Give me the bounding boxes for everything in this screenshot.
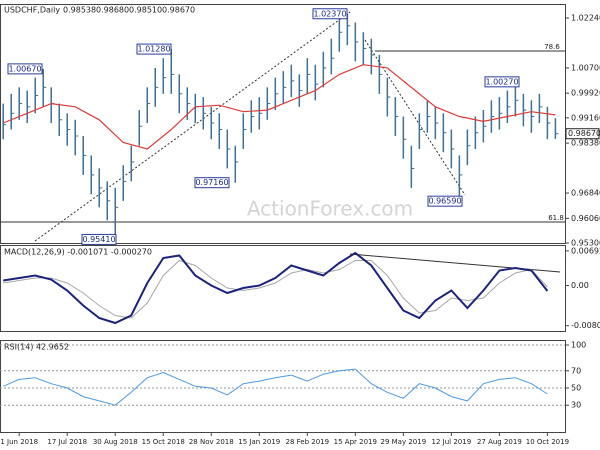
annotation-label: 1.00670	[8, 64, 41, 73]
price-panel	[0, 4, 566, 244]
macd-title: MACD(12,26,9) -0.001071 -0.000270	[4, 248, 152, 257]
symbol: USDCHF,Daily	[4, 6, 60, 15]
ohlc-high: 0.98680	[96, 6, 129, 15]
rsi-title: RSI(14) 42.9652	[4, 343, 69, 352]
ohlc-close: 0.98670	[162, 6, 195, 15]
x-tick-label: 12 Jul 2019	[432, 438, 472, 446]
y-tick-label: 0.00	[571, 281, 589, 290]
x-tick-label: 1 Jun 2018	[0, 438, 38, 446]
annotation: 1.00670	[7, 63, 43, 75]
annotation: 0.97160	[194, 177, 230, 189]
annotation: 1.02370	[312, 8, 348, 20]
last-price-label: 0.98670	[568, 129, 600, 138]
x-tick-label: 28 Nov 2018	[189, 438, 234, 446]
annotation-label: 1.01280	[137, 45, 170, 54]
trend-line	[34, 11, 351, 242]
watermark: ActionForex.com	[247, 197, 413, 221]
annotation-box	[484, 76, 520, 88]
y-tick-label: 50	[571, 384, 581, 393]
y-tick-label: 0.95300	[571, 239, 600, 248]
indicator-line	[3, 251, 549, 325]
indicator-line	[3, 259, 548, 319]
ohlc-open: 0.98538	[63, 6, 96, 15]
y-tick-label: 70	[571, 366, 581, 375]
trend-line	[364, 39, 466, 196]
rsi-panel	[0, 340, 566, 433]
x-tick-label: 28 Feb 2019	[286, 438, 330, 446]
annotation-label: 0.96590	[428, 197, 461, 206]
y-tick-label: 1.02240	[571, 13, 600, 22]
annotation: 1.01280	[136, 43, 172, 55]
y-tick-label: 0.006927	[571, 246, 600, 255]
annotation-box	[194, 177, 230, 189]
x-tick-label: 15 Jan 2019	[238, 438, 280, 446]
x-tick-label: 10 Oct 2019	[526, 438, 569, 446]
x-tick-label: 15 Oct 2018	[142, 438, 185, 446]
last-price-box	[565, 128, 600, 140]
annotation-label: 1.02370	[313, 9, 346, 18]
annotation: 1.00270	[484, 76, 520, 88]
annotation-box	[7, 63, 43, 75]
y-tick-label: 30	[571, 401, 581, 410]
x-tick-label: 15 Apr 2019	[334, 438, 377, 446]
x-tick-label: 27 Aug 2019	[477, 438, 522, 446]
fib-label: 61.8	[548, 214, 564, 222]
y-tick-label: 100	[571, 341, 586, 350]
annotation: 0.95410	[81, 233, 117, 245]
annotation: 0.96590	[427, 195, 463, 207]
annotation-label: 1.00270	[485, 77, 518, 86]
x-tick-label: 17 Jul 2018	[47, 438, 87, 446]
x-tick-label: 30 Aug 2018	[93, 438, 138, 446]
annotation-label: 0.95410	[82, 235, 115, 244]
indicator-line	[3, 368, 548, 406]
annotation-box	[427, 195, 463, 207]
annotation-box	[136, 43, 172, 55]
macd-panel	[0, 245, 566, 332]
x-tick-label: 29 May 2019	[381, 438, 427, 446]
y-tick-label: -0.008049	[571, 321, 600, 330]
annotation-label: 0.97160	[195, 178, 228, 187]
fib-label: 78.6	[544, 43, 560, 51]
ohlc-low: 0.98510	[129, 6, 162, 15]
moving-average	[2, 64, 556, 150]
annotation-box	[81, 233, 117, 245]
annotation-box	[312, 8, 348, 20]
